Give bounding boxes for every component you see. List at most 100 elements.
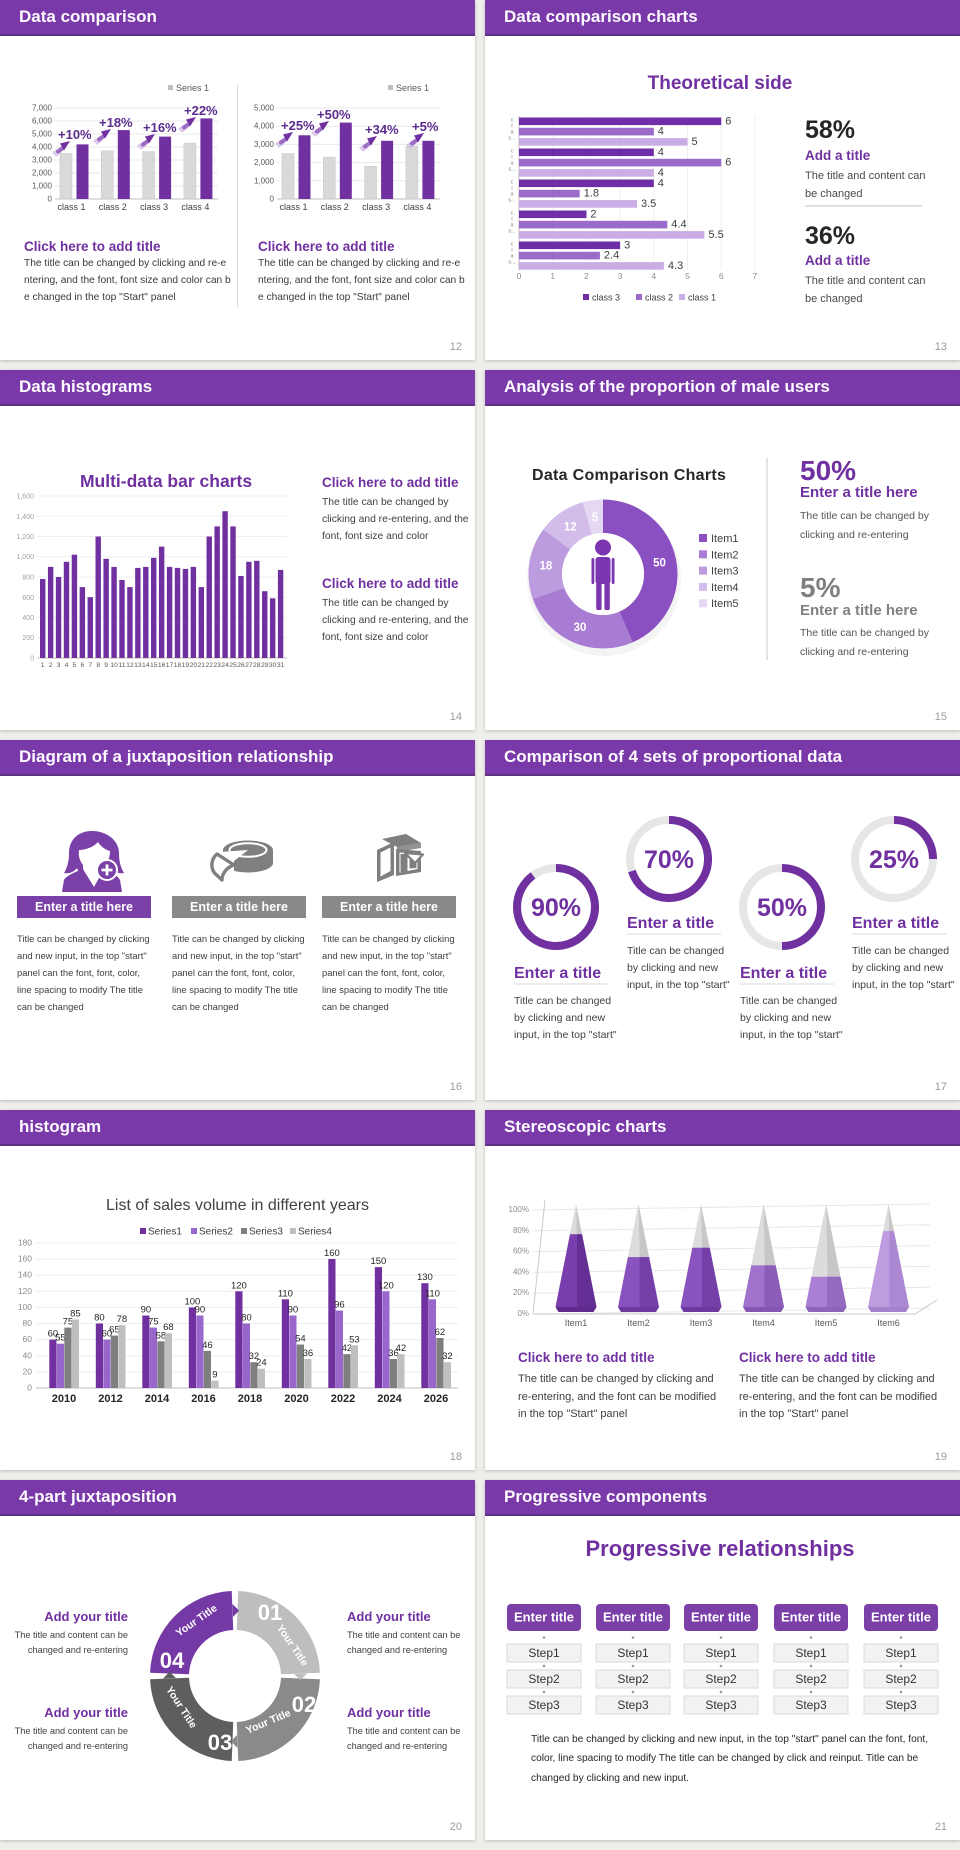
svg-text:Enter title: Enter title [603, 1610, 663, 1625]
svg-text:2: 2 [584, 271, 589, 281]
svg-text:by clicking and new: by clicking and new [852, 962, 943, 974]
svg-text:Enter title: Enter title [514, 1610, 574, 1625]
svg-text:80%: 80% [513, 1226, 529, 1235]
svg-text:3: 3 [57, 662, 61, 669]
svg-text:130: 130 [417, 1272, 433, 1283]
svg-text:600: 600 [22, 595, 34, 602]
svg-text:5: 5 [592, 512, 599, 524]
svg-text:be changed: be changed [805, 293, 863, 305]
svg-text:8: 8 [96, 662, 100, 669]
svg-text:+22%: +22% [184, 103, 218, 118]
svg-text:0: 0 [270, 195, 275, 204]
svg-text:9: 9 [104, 662, 108, 669]
svg-text:by clicking and new: by clicking and new [740, 1012, 831, 1024]
svg-text:Step3: Step3 [795, 1698, 827, 1712]
svg-text:Step2: Step2 [528, 1672, 560, 1686]
svg-text:by clicking and new: by clicking and new [627, 962, 718, 974]
svg-text:+16%: +16% [143, 120, 177, 135]
svg-text:28: 28 [253, 662, 261, 669]
svg-text:+18%: +18% [99, 115, 133, 130]
svg-text:4: 4 [658, 167, 664, 179]
svg-text:90: 90 [288, 1305, 299, 1316]
svg-text:Step1: Step1 [885, 1646, 917, 1660]
svg-text:2016: 2016 [191, 1393, 215, 1405]
svg-text:Item2: Item2 [711, 549, 739, 561]
svg-text:24: 24 [221, 662, 229, 669]
svg-text:2,000: 2,000 [254, 158, 275, 167]
svg-text:Series4: Series4 [298, 1227, 332, 1238]
svg-text:800: 800 [22, 575, 34, 582]
svg-text:Enter title: Enter title [781, 1610, 841, 1625]
svg-text:13: 13 [134, 662, 142, 669]
svg-text:78: 78 [117, 1314, 128, 1325]
svg-text:Enter title: Enter title [871, 1610, 931, 1625]
svg-text:Step3: Step3 [617, 1698, 649, 1712]
svg-text:+10%: +10% [58, 127, 92, 142]
svg-text:2022: 2022 [331, 1393, 355, 1405]
svg-text:17: 17 [166, 662, 174, 669]
svg-text:Step3: Step3 [705, 1698, 737, 1712]
svg-text:90: 90 [141, 1305, 152, 1316]
svg-text:Series2: Series2 [199, 1227, 233, 1238]
svg-text:120: 120 [18, 1286, 32, 1296]
svg-text:140: 140 [18, 1270, 32, 1280]
svg-text:class 3: class 3 [140, 202, 168, 212]
svg-text:27: 27 [245, 662, 253, 669]
svg-text:Item3: Item3 [711, 566, 739, 578]
svg-text:04: 04 [160, 1648, 185, 1673]
svg-text:21: 21 [198, 662, 206, 669]
svg-text:90%: 90% [531, 894, 581, 922]
svg-text:6: 6 [719, 271, 724, 281]
svg-text:Step2: Step2 [795, 1672, 827, 1686]
svg-text:Item3: Item3 [690, 1318, 713, 1328]
svg-text:100: 100 [18, 1302, 32, 1312]
svg-text:class 3: class 3 [362, 202, 390, 212]
svg-text:Enter a title: Enter a title [627, 915, 714, 932]
svg-text:31: 31 [277, 662, 285, 669]
svg-text:5.5: 5.5 [708, 229, 723, 241]
svg-text:The title and content can: The title and content can [805, 170, 925, 182]
svg-text:16: 16 [158, 662, 166, 669]
svg-text:19: 19 [182, 662, 190, 669]
svg-text:Enter a title: Enter a title [852, 915, 939, 932]
svg-text:120: 120 [378, 1280, 394, 1291]
svg-text:Step2: Step2 [705, 1672, 737, 1686]
svg-text:110: 110 [425, 1288, 440, 1299]
svg-text:Title can be changed: Title can be changed [740, 995, 837, 1007]
svg-text:29: 29 [261, 662, 269, 669]
svg-text:6: 6 [725, 157, 731, 169]
svg-text:50%: 50% [757, 894, 807, 922]
svg-text:96: 96 [334, 1300, 345, 1311]
svg-text:9: 9 [212, 1370, 217, 1381]
svg-text:60: 60 [23, 1334, 33, 1344]
svg-text:18: 18 [540, 560, 553, 572]
svg-text:input, in the top "start": input, in the top "start" [740, 1029, 843, 1041]
svg-text:be changed: be changed [805, 188, 863, 200]
svg-text:+5%: +5% [412, 119, 439, 134]
svg-text:5,000: 5,000 [32, 130, 53, 139]
svg-text:s...: s... [508, 260, 516, 266]
svg-text:42: 42 [342, 1343, 353, 1354]
svg-text:110: 110 [278, 1288, 293, 1299]
svg-text:5: 5 [73, 662, 77, 669]
svg-text:75: 75 [63, 1317, 74, 1328]
svg-text:100%: 100% [509, 1205, 529, 1214]
svg-text:Item4: Item4 [711, 582, 739, 594]
svg-text:Add a title: Add a title [805, 148, 871, 163]
svg-text:+34%: +34% [365, 122, 399, 137]
svg-text:class 2: class 2 [321, 202, 349, 212]
svg-text:2: 2 [49, 662, 53, 669]
svg-text:80: 80 [241, 1313, 252, 1324]
svg-text:Item5: Item5 [711, 598, 739, 610]
svg-text:30: 30 [269, 662, 277, 669]
svg-text:3,000: 3,000 [32, 156, 53, 165]
svg-text:24: 24 [256, 1358, 267, 1369]
svg-text:Step1: Step1 [705, 1646, 737, 1660]
svg-text:80: 80 [23, 1318, 33, 1328]
svg-text:2012: 2012 [98, 1393, 122, 1405]
svg-text:6,000: 6,000 [32, 117, 53, 126]
svg-text:+50%: +50% [317, 107, 351, 122]
svg-text:36: 36 [388, 1348, 399, 1359]
svg-text:10: 10 [110, 662, 118, 669]
svg-text:4.3: 4.3 [668, 260, 683, 272]
